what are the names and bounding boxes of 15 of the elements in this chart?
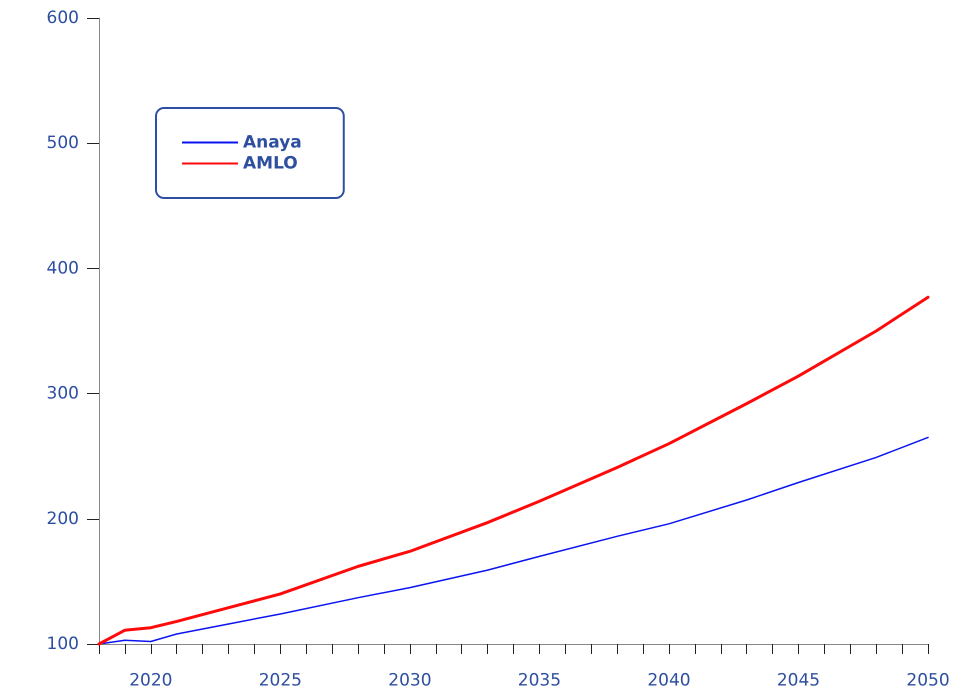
x-tick-label: 2040: [647, 670, 691, 690]
x-tick-label: 2045: [776, 670, 820, 690]
y-tick-label: 400: [46, 258, 79, 278]
y-tick-label: 500: [46, 133, 79, 154]
x-tick-label: 2030: [388, 670, 432, 690]
x-tick-label: 2050: [906, 670, 950, 690]
y-tick-label: 600: [46, 8, 79, 28]
x-tick-label: 2025: [258, 670, 302, 690]
x-tick-label: 2020: [129, 670, 172, 690]
y-tick-label: 200: [46, 508, 79, 529]
legend-label: AMLO: [243, 154, 298, 174]
y-tick-label: 300: [46, 384, 79, 404]
y-tick-label: 100: [46, 634, 79, 654]
legend-label: Anaya: [243, 132, 302, 152]
x-tick-label: 2035: [518, 670, 562, 690]
